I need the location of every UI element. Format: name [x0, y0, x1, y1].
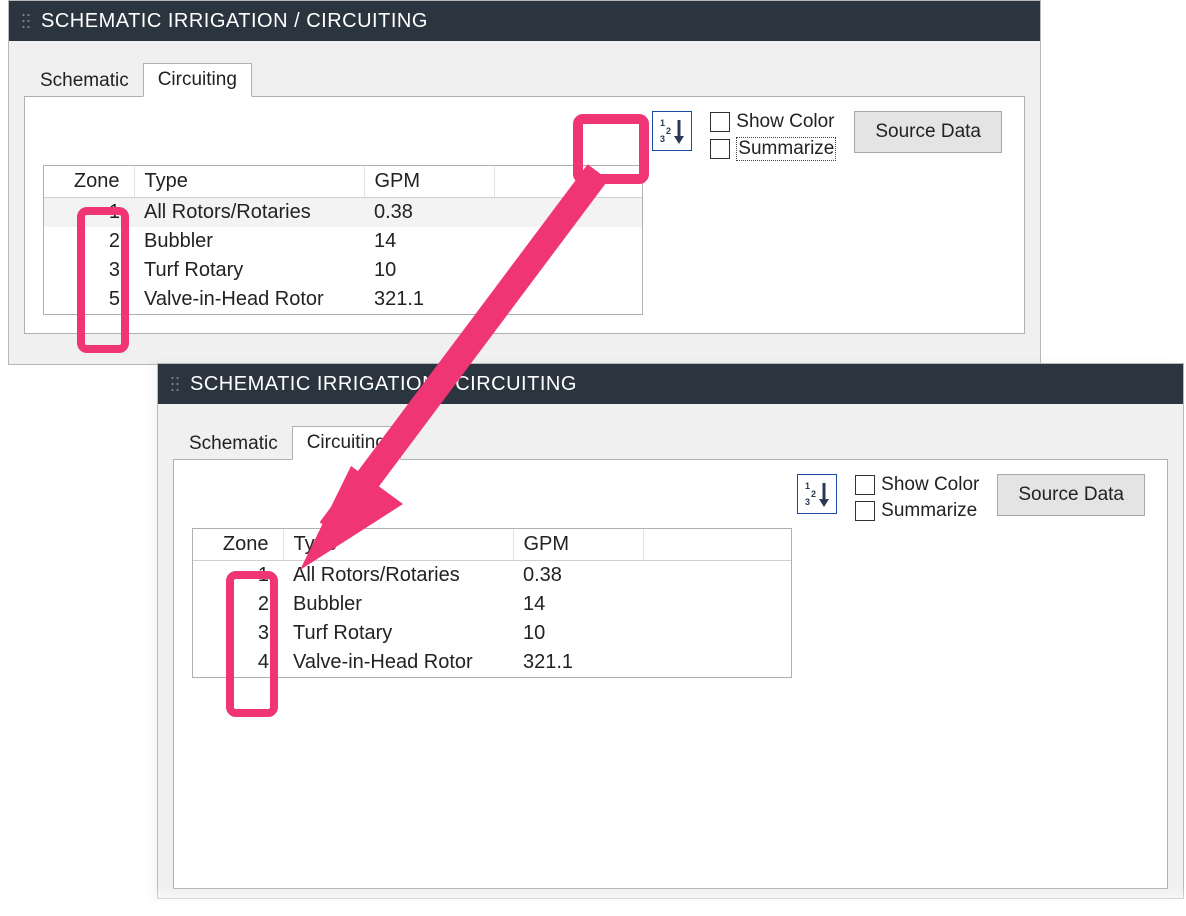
- zone-table: Zone Type GPM 1 All Rotors/Rotaries 0.38: [192, 528, 792, 678]
- cell-type: All Rotors/Rotaries: [134, 198, 364, 228]
- tab-schematic[interactable]: Schematic: [175, 428, 292, 460]
- cell-type: Turf Rotary: [134, 256, 364, 285]
- tab-circuiting[interactable]: Circuiting: [143, 63, 252, 97]
- tabs: Schematic Circuiting: [26, 63, 1025, 97]
- panel-after: SCHEMATIC IRRIGATION / CIRCUITING Schema…: [157, 363, 1184, 899]
- grip-icon: [170, 375, 180, 393]
- checkbox-summarize[interactable]: Summarize: [855, 500, 979, 522]
- panel-before: SCHEMATIC IRRIGATION / CIRCUITING Schema…: [8, 0, 1041, 365]
- svg-text:2: 2: [666, 126, 671, 136]
- table-row[interactable]: 2 Bubbler 14: [193, 590, 791, 619]
- grip-icon: [21, 12, 31, 30]
- titlebar: SCHEMATIC IRRIGATION / CIRCUITING: [158, 364, 1183, 404]
- renumber-icon: 1 2 3: [802, 479, 832, 509]
- tab-circuiting[interactable]: Circuiting: [292, 426, 401, 460]
- svg-text:1: 1: [660, 118, 665, 128]
- cell-gpm: 321.1: [513, 648, 643, 677]
- renumber-icon: 1 2 3: [657, 116, 687, 146]
- cell-zone: 3: [44, 256, 134, 285]
- cell-type: Bubbler: [283, 590, 513, 619]
- checkbox-label: Summarize: [881, 500, 977, 522]
- cell-zone: 3: [193, 619, 283, 648]
- checkbox-group: Show Color Summarize: [855, 474, 979, 526]
- panel-title: SCHEMATIC IRRIGATION / CIRCUITING: [190, 373, 577, 396]
- table-row[interactable]: 1 All Rotors/Rotaries 0.38: [193, 561, 791, 591]
- tabs: Schematic Circuiting: [175, 426, 1168, 460]
- checkbox-icon: [710, 139, 730, 159]
- tab-schematic[interactable]: Schematic: [26, 65, 143, 97]
- cell-gpm: 14: [364, 227, 494, 256]
- source-data-button[interactable]: Source Data: [854, 111, 1002, 153]
- cell-gpm: 14: [513, 590, 643, 619]
- table-row[interactable]: 3 Turf Rotary 10: [44, 256, 642, 285]
- checkbox-label: Show Color: [736, 111, 834, 133]
- table-row[interactable]: 4 Valve-in-Head Rotor 321.1: [193, 648, 791, 677]
- col-type[interactable]: Type: [283, 529, 513, 561]
- right-controls: 1 2 3 Show Color Summarize: [797, 474, 1145, 526]
- checkbox-icon: [855, 501, 875, 521]
- source-data-button[interactable]: Source Data: [997, 474, 1145, 516]
- col-type[interactable]: Type: [134, 166, 364, 198]
- col-zone[interactable]: Zone: [44, 166, 134, 198]
- cell-type: Bubbler: [134, 227, 364, 256]
- checkbox-summarize[interactable]: Summarize: [710, 137, 836, 161]
- cell-zone: 2: [44, 227, 134, 256]
- checkbox-show-color[interactable]: Show Color: [855, 474, 979, 496]
- panel-title: SCHEMATIC IRRIGATION / CIRCUITING: [41, 10, 428, 33]
- cell-zone: 1: [193, 561, 283, 591]
- cell-zone: 1: [44, 198, 134, 228]
- checkbox-icon: [855, 475, 875, 495]
- table-row[interactable]: 1 All Rotors/Rotaries 0.38: [44, 198, 642, 228]
- panel-body: Schematic Circuiting 1 2 3 Sho: [9, 41, 1040, 349]
- cell-gpm: 321.1: [364, 285, 494, 314]
- svg-text:1: 1: [805, 481, 810, 491]
- cell-type: Valve-in-Head Rotor: [283, 648, 513, 677]
- table-row[interactable]: 3 Turf Rotary 10: [193, 619, 791, 648]
- titlebar: SCHEMATIC IRRIGATION / CIRCUITING: [9, 1, 1040, 41]
- right-controls: 1 2 3 Show Color Summarize: [652, 111, 1002, 165]
- table-header-row: Zone Type GPM: [193, 529, 791, 561]
- col-gpm[interactable]: GPM: [513, 529, 643, 561]
- fade-decor: [157, 886, 1184, 916]
- svg-text:3: 3: [805, 497, 810, 507]
- fade-decor: [0, 600, 160, 916]
- cell-type: Valve-in-Head Rotor: [134, 285, 364, 314]
- table-row[interactable]: 5 Valve-in-Head Rotor 321.1: [44, 285, 642, 314]
- tab-content: 1 2 3 Show Color Summarize: [173, 459, 1168, 889]
- checkbox-icon: [710, 112, 730, 132]
- panel-body: Schematic Circuiting 1 2 3 Sho: [158, 404, 1183, 904]
- col-spacer: [643, 529, 791, 561]
- tab-content: 1 2 3 Show Color Summarize: [24, 96, 1025, 334]
- cell-gpm: 0.38: [513, 561, 643, 591]
- cell-zone: 4: [193, 648, 283, 677]
- cell-gpm: 10: [513, 619, 643, 648]
- col-zone[interactable]: Zone: [193, 529, 283, 561]
- checkbox-label: Show Color: [881, 474, 979, 496]
- cell-type: All Rotors/Rotaries: [283, 561, 513, 591]
- svg-text:3: 3: [660, 134, 665, 144]
- renumber-button[interactable]: 1 2 3: [652, 111, 692, 151]
- cell-gpm: 0.38: [364, 198, 494, 228]
- table-row[interactable]: 2 Bubbler 14: [44, 227, 642, 256]
- cell-zone: 5: [44, 285, 134, 314]
- checkbox-group: Show Color Summarize: [710, 111, 836, 165]
- checkbox-show-color[interactable]: Show Color: [710, 111, 836, 133]
- cell-zone: 2: [193, 590, 283, 619]
- col-spacer: [494, 166, 642, 198]
- col-gpm[interactable]: GPM: [364, 166, 494, 198]
- svg-text:2: 2: [811, 489, 816, 499]
- zone-table: Zone Type GPM 1 All Rotors/Rotaries 0.38: [43, 165, 643, 315]
- cell-type: Turf Rotary: [283, 619, 513, 648]
- checkbox-label: Summarize: [736, 137, 836, 161]
- renumber-button[interactable]: 1 2 3: [797, 474, 837, 514]
- table-header-row: Zone Type GPM: [44, 166, 642, 198]
- cell-gpm: 10: [364, 256, 494, 285]
